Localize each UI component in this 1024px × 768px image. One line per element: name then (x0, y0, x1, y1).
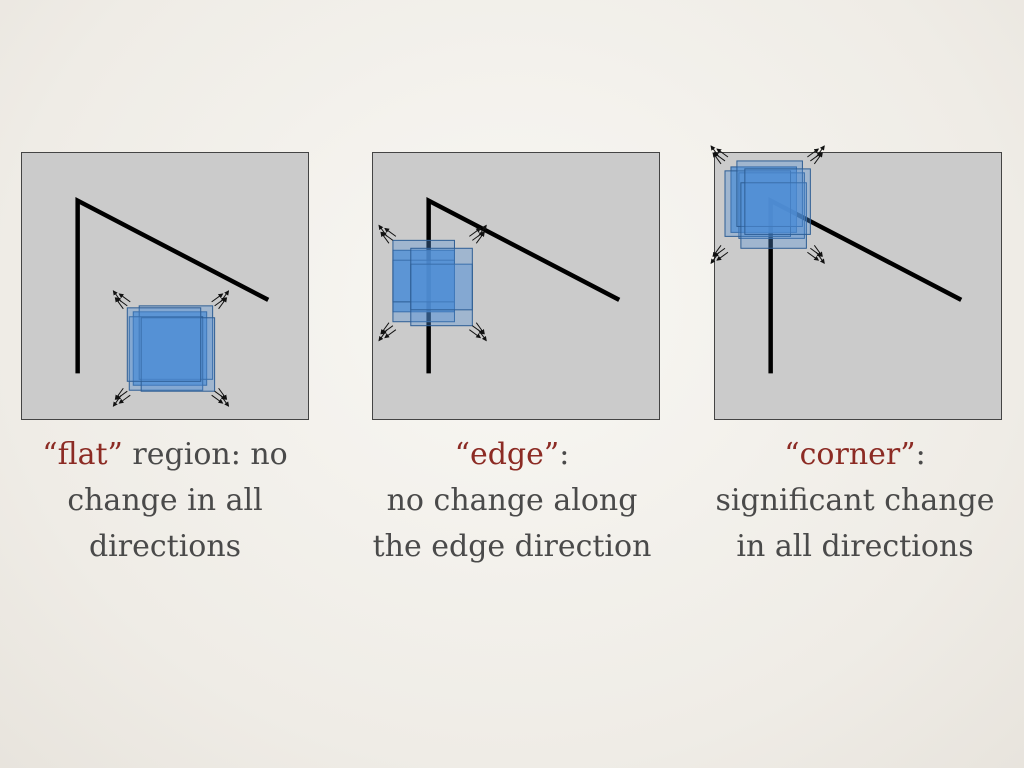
shift-arrow (112, 290, 122, 303)
edge-panel (372, 152, 660, 420)
shift-arrows (710, 145, 825, 264)
shifted-windows (392, 239, 473, 327)
corner-illustration (710, 145, 963, 374)
shift-arrow (712, 152, 722, 165)
shift-arrow (384, 227, 397, 237)
edge-illustration (378, 196, 621, 374)
caption-text: : (915, 437, 926, 472)
shift-arrow (220, 290, 230, 303)
shifted-window (724, 170, 792, 237)
caption-term: “corner” (784, 437, 916, 472)
shift-arrow (380, 322, 390, 335)
shift-arrow (114, 387, 124, 400)
shifted-window (410, 247, 473, 311)
shift-arrow (813, 152, 823, 165)
shifted-window (392, 259, 455, 323)
flat-region-illustration (75, 196, 270, 407)
shift-arrow (710, 145, 720, 158)
shift-arrow (475, 322, 485, 335)
shift-arrow (218, 387, 228, 400)
shift-arrow (112, 394, 122, 407)
shifted-windows (126, 305, 216, 392)
shift-arrow (114, 297, 124, 310)
shift-arrow (218, 297, 228, 310)
shift-arrow (815, 145, 825, 158)
shift-arrow (118, 394, 131, 404)
shifted-window (736, 160, 803, 227)
shift-arrow (477, 329, 487, 342)
shifted-window (738, 172, 805, 239)
corner-panel (710, 145, 1002, 420)
shifted-windows (724, 160, 811, 249)
corner-shape-line (426, 196, 621, 374)
shift-arrow (477, 224, 487, 237)
shift-arrow (118, 293, 131, 303)
shift-arrows (112, 290, 230, 407)
shift-arrow (211, 293, 224, 303)
shifted-window (140, 317, 216, 392)
shifted-window (126, 307, 202, 382)
shift-arrow (380, 231, 390, 244)
caption-line: change in all (67, 483, 263, 518)
shift-arrow (469, 227, 482, 237)
shifted-window (392, 239, 455, 303)
shift-arrow (813, 245, 823, 258)
shift-arrows (378, 224, 487, 342)
caption-line: the edge direction (372, 529, 652, 564)
caption-line: in all directions (736, 529, 974, 564)
shifted-window (730, 166, 797, 233)
flat-caption: “flat” region: no change in all directio… (5, 432, 325, 570)
corner-shape-line (75, 196, 270, 374)
shift-arrow (716, 251, 729, 261)
caption-text: region: no (122, 437, 288, 472)
shift-arrow (220, 394, 230, 407)
shift-arrow (712, 245, 722, 258)
shift-arrow (807, 148, 820, 158)
shifted-window (744, 168, 811, 235)
shifted-window (132, 311, 208, 386)
shift-arrow (378, 329, 388, 342)
caption-text: : (559, 437, 570, 472)
caption-term: “edge” (454, 437, 560, 472)
shift-arrow (807, 251, 820, 261)
shift-arrow (384, 329, 397, 339)
caption-line: directions (88, 529, 242, 564)
caption-term: “flat” (42, 437, 123, 472)
shifted-window (410, 263, 473, 327)
shift-arrow (716, 148, 729, 158)
shift-arrow (710, 251, 720, 264)
caption-line: significant change (715, 483, 995, 518)
caption-line: no change along (386, 483, 638, 518)
shift-arrow (378, 224, 388, 237)
edge-caption: “edge”: no change along the edge directi… (352, 432, 672, 570)
shift-arrow (475, 231, 485, 244)
shift-arrow (469, 329, 482, 339)
shift-arrow (211, 394, 224, 404)
corner-caption: “corner”: significant change in all dire… (695, 432, 1015, 570)
flat-region-panel (21, 152, 309, 420)
shifted-window (740, 182, 807, 249)
shift-arrow (815, 251, 825, 264)
